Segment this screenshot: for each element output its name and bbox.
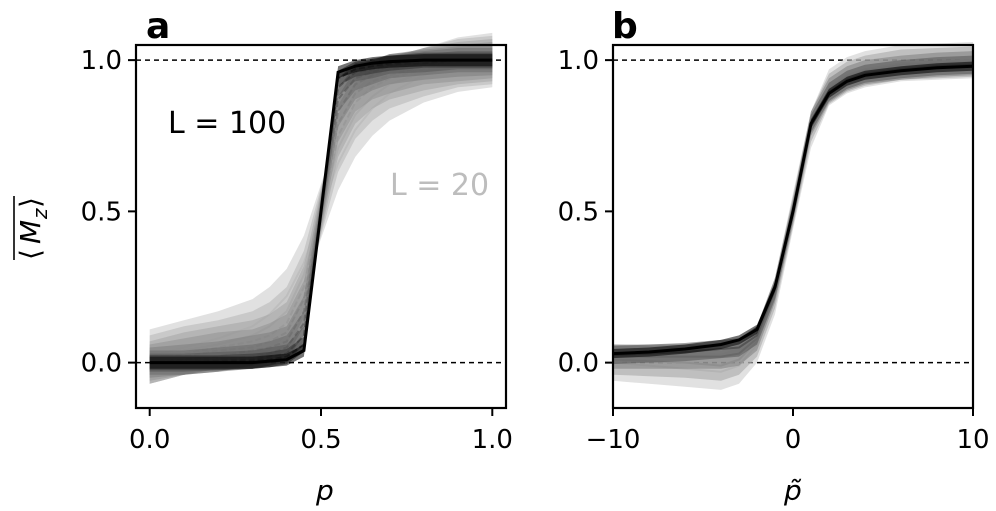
panel-b-ticks: −10 0 10 0.0 0.5 1.0 (558, 46, 990, 455)
panel-letter-a: a (146, 6, 170, 47)
y-tick-label-a-0: 0.0 (81, 349, 122, 379)
y-axis-bracket-open: ⟨ (14, 249, 47, 260)
x-tick-label-b-2: 10 (956, 425, 989, 455)
x-tick-label-a-2: 1.0 (472, 425, 513, 455)
panel-letter-b: b (612, 6, 638, 47)
x-tick-label-b-0: −10 (586, 425, 641, 455)
y-axis-bracket-close: ⟩ (14, 197, 47, 208)
y-tick-label-b-1: 0.5 (558, 197, 599, 227)
x-tick-label-b-1: 0 (785, 425, 802, 455)
panel-a-series (136, 32, 506, 384)
x-tick-label-a-0: 0.0 (129, 425, 170, 455)
annotation-L100: L = 100 (168, 106, 286, 141)
panel-a-ticks: 0.0 0.5 1.0 0.0 0.5 1.0 (81, 46, 513, 455)
x-tick-label-a-1: 0.5 (300, 425, 341, 455)
annotation-L20: L = 20 (390, 168, 489, 203)
y-axis-label: ⟨ M z ⟩ (13, 196, 52, 260)
y-tick-label-b-0: 0.0 (558, 349, 599, 379)
y-tick-label-a-1: 0.5 (81, 197, 122, 227)
series-line-a-L=100 (149, 58, 493, 365)
y-tick-label-b-2: 1.0 (558, 46, 599, 76)
y-tick-label-a-2: 1.0 (81, 46, 122, 76)
x-axis-label-b: p̃ (783, 474, 802, 507)
y-axis-label-sub: z (28, 208, 52, 220)
series-line-b-L=100 (612, 64, 974, 356)
x-axis-label-a: p (315, 474, 334, 507)
panel-a: 0.0 0.5 1.0 0.0 0.5 1.0 L = 100 L = 20 p (81, 32, 513, 507)
panel-b: −10 0 10 0.0 0.5 1.0 p̃ (558, 42, 990, 507)
y-axis-label-main: M (14, 220, 47, 244)
panel-b-series (612, 42, 974, 390)
